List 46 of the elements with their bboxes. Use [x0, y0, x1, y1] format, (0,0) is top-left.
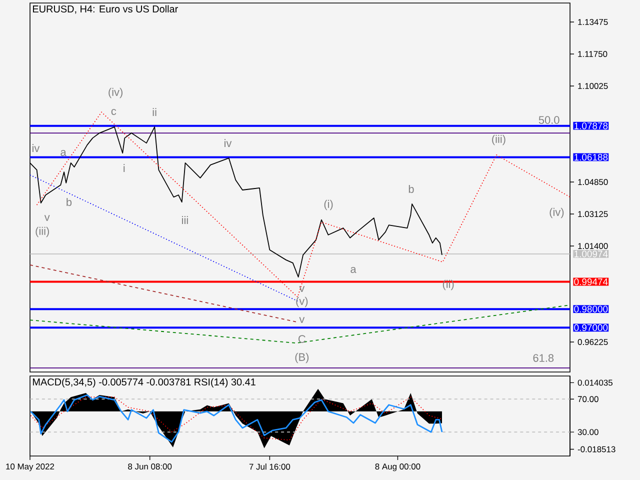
- x-tick-label: 7 Jul 16:00: [249, 464, 290, 470]
- y-tick-label: 1.01400: [578, 243, 608, 250]
- y-tick-label: 1.03125: [578, 211, 608, 218]
- annotation: (B): [295, 352, 309, 364]
- x-tick-label: 8 Aug 00:00: [375, 464, 420, 472]
- annotation: a: [60, 150, 66, 156]
- annotation: i: [124, 164, 125, 172]
- annotation: b: [66, 198, 72, 206]
- chart-title: EURUSD, H4: Euro vs US Dollar: [33, 5, 178, 14]
- annotation: iii: [182, 216, 188, 224]
- ref-line-label: 0.97000: [574, 324, 608, 332]
- ref-line-label: 1.00974: [574, 250, 608, 258]
- annotation: (iv): [550, 208, 564, 218]
- y-tick-label: 0.96225: [578, 339, 608, 346]
- y-tick-label: 1.11750: [578, 51, 608, 58]
- y-tick-label: 1.04850: [578, 179, 608, 186]
- y-tick-label: 1.10025: [578, 83, 608, 90]
- annotation: C: [298, 335, 306, 343]
- y-tick-label: -0.018513: [578, 446, 616, 452]
- annotation: c: [111, 109, 116, 115]
- annotation: iv: [224, 139, 232, 147]
- annotation: (v): [296, 296, 308, 308]
- annotation: a: [350, 267, 356, 273]
- annotation: 61.8: [533, 354, 554, 362]
- ref-line-label: 1.06188: [574, 154, 608, 161]
- x-tick-label: 10 May 2022: [6, 464, 54, 472]
- y-tick-label: 0.014035: [578, 380, 612, 386]
- annotation: 50.0: [538, 116, 560, 124]
- x-tick-label: 8 Jun 08:00: [128, 464, 172, 470]
- annotation: v: [299, 286, 305, 292]
- ref-line-label: 1.07878: [574, 122, 608, 130]
- annotation: b: [408, 184, 414, 194]
- annotation: iv: [32, 144, 40, 152]
- annotation: (i): [324, 200, 333, 210]
- chart-title: MACD(5,34,5) -0.005774 -0.003781 RSI(14) 30.41: [33, 378, 256, 388]
- ref-line-label: 0.99474: [574, 278, 608, 286]
- ref-line-label: 0.98000: [574, 306, 608, 312]
- annotation: v: [299, 317, 305, 323]
- annotation: (iii): [36, 226, 49, 238]
- annotation: ii: [152, 108, 156, 116]
- annotation: v: [44, 215, 50, 221]
- y-tick-label: 1.13475: [578, 19, 608, 25]
- annotation: (iv): [108, 88, 122, 98]
- y2-tick-label: 70.00: [578, 396, 598, 402]
- y2-tick-label: 30.00: [578, 429, 598, 436]
- annotation: (iii): [492, 134, 506, 146]
